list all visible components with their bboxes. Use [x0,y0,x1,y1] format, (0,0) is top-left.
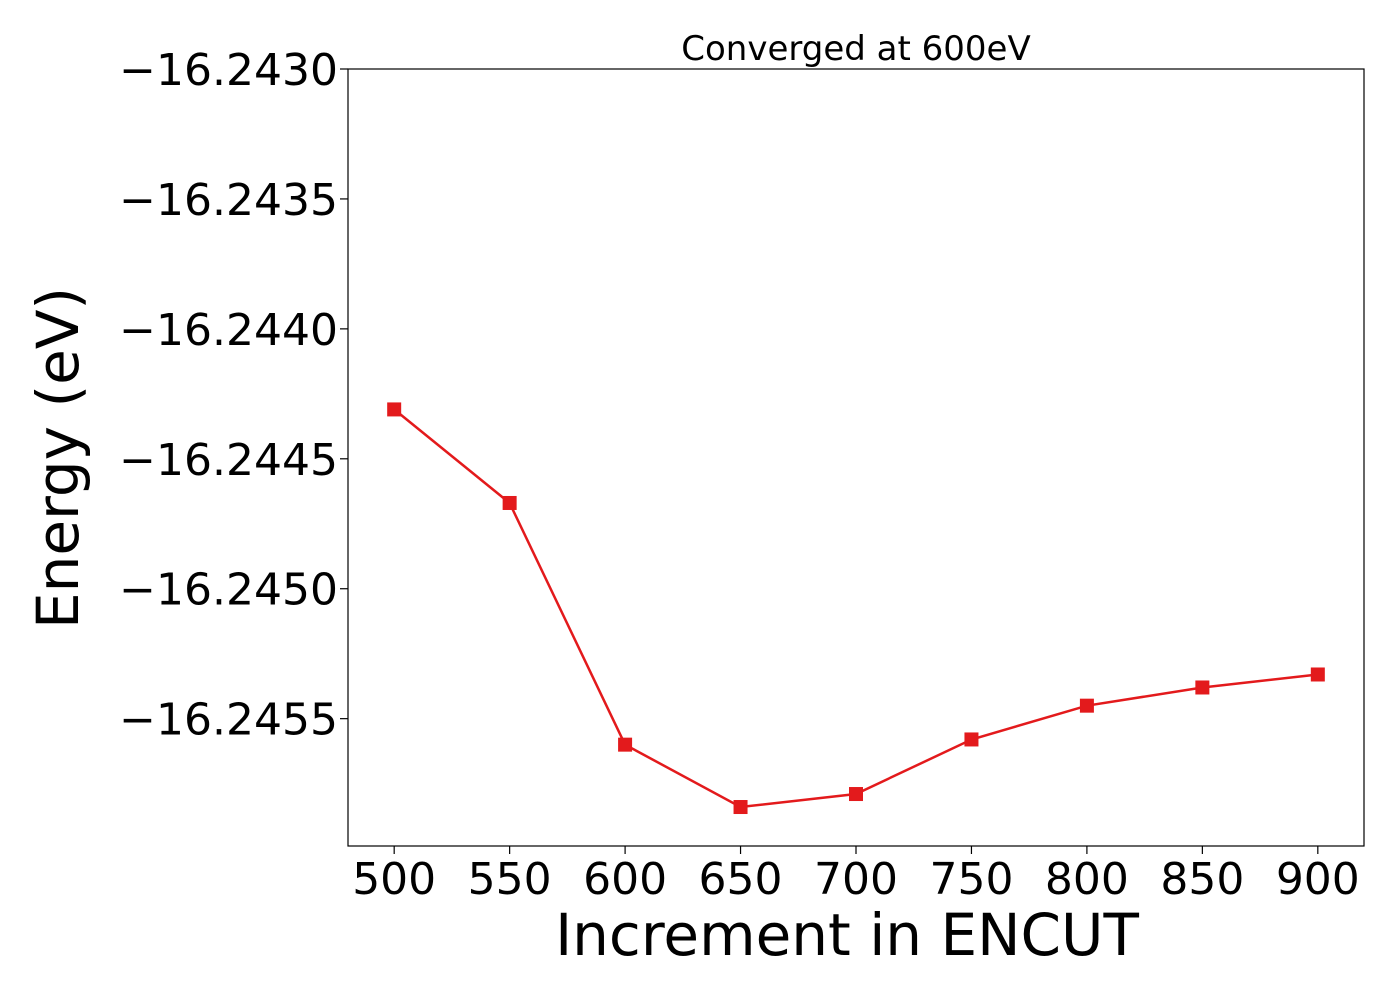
x-tick-label: 700 [814,854,898,905]
chart-title: Converged at 600eV [681,29,1030,69]
y-tick-label: −16.2440 [119,305,338,356]
x-tick-label: 900 [1276,854,1360,905]
data-point-550 [502,495,517,510]
data-point-600 [618,737,633,752]
x-axis-label: Increment in ENCUT [555,901,1139,969]
y-axis-label: Energy (eV) [24,287,92,629]
y-tick-label: −16.2455 [119,695,338,746]
data-point-900 [1310,667,1325,682]
y-tick-label: −16.2430 [119,45,338,96]
data-point-750 [964,732,979,747]
data-point-850 [1195,680,1210,695]
x-tick-label: 600 [583,854,667,905]
data-point-700 [849,787,863,802]
x-tick-label: 800 [1045,854,1129,905]
data-point-500 [387,402,402,417]
y-tick-label: −16.2450 [119,565,338,616]
plot-area [347,68,1365,847]
data-point-800 [1079,698,1094,713]
x-tick-label: 500 [352,854,436,905]
y-tick-label: −16.2435 [119,175,338,226]
x-tick-label: 850 [1160,854,1244,905]
y-axis: −16.2430 −16.2435 −16.2440 −16.2445 −16.2450… [119,45,348,746]
x-tick-label: 550 [468,854,552,905]
x-axis: 500 550 600 650 700 750 800 850 900 [352,846,1360,905]
series-markers [387,402,1325,815]
x-tick-label: 750 [929,854,1013,905]
data-point-650 [733,800,748,815]
y-tick-label: −16.2445 [119,435,338,486]
x-tick-label: 650 [699,854,783,905]
